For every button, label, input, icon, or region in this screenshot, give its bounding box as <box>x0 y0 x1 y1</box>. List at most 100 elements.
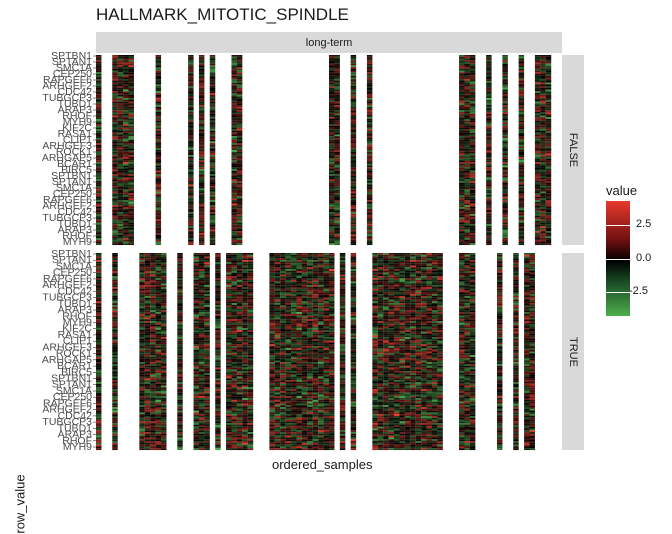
heatmap-cell <box>540 188 545 190</box>
heatmap-cell <box>96 448 101 450</box>
heatmap-cell <box>188 174 193 176</box>
heatmap-cell <box>194 260 199 262</box>
heatmap-cell <box>150 430 155 432</box>
heatmap-cell <box>123 217 128 219</box>
heatmap-cell <box>145 396 150 398</box>
heatmap-cell <box>269 348 274 350</box>
heatmap-cell <box>123 107 128 109</box>
heatmap-cell <box>275 301 280 303</box>
heatmap-cell <box>464 242 469 244</box>
heatmap-cell <box>280 407 285 409</box>
heatmap-cell <box>194 391 199 393</box>
heatmap-cell <box>161 378 166 380</box>
heatmap-cell <box>139 414 144 416</box>
heatmap-cell <box>242 360 247 362</box>
heatmap-cell <box>204 423 209 425</box>
heatmap-cell <box>156 216 161 218</box>
heatmap-cell <box>118 188 123 190</box>
heatmap-cell <box>269 407 274 409</box>
heatmap-cell <box>242 359 247 361</box>
heatmap-cell <box>367 204 372 206</box>
heatmap-cell <box>145 276 150 278</box>
heatmap-cell <box>139 412 144 414</box>
heatmap-cell <box>112 309 117 311</box>
heatmap-cell <box>334 112 339 114</box>
heatmap-cell <box>237 271 242 273</box>
heatmap-cell <box>123 204 128 206</box>
heatmap-cell <box>210 150 215 152</box>
heatmap-cell <box>334 236 339 238</box>
heatmap-cell <box>156 124 161 126</box>
heatmap-cell <box>269 352 274 354</box>
heatmap-cell <box>237 172 242 174</box>
heatmap-cell <box>519 138 524 140</box>
heatmap-cell <box>199 69 204 71</box>
heatmap-cell <box>535 84 540 86</box>
heatmap-cell <box>535 229 540 231</box>
heatmap-cell <box>199 115 204 117</box>
heatmap-cell <box>237 359 242 361</box>
heatmap-cell <box>188 136 193 138</box>
heatmap-cell <box>237 446 242 448</box>
heatmap-cell <box>470 205 475 207</box>
heatmap-cell <box>210 233 215 235</box>
heatmap-cell <box>226 430 231 432</box>
heatmap-cell <box>210 67 215 69</box>
heatmap-cell <box>161 432 166 434</box>
heatmap-cell <box>215 344 220 346</box>
heatmap-cell <box>156 105 161 107</box>
heatmap-cell <box>199 150 204 152</box>
heatmap-cell <box>161 430 166 432</box>
heatmap-cell <box>502 166 507 168</box>
heatmap-cell <box>204 330 209 332</box>
heatmap-cell <box>237 334 242 336</box>
heatmap-cell <box>194 316 199 318</box>
heatmap-cell <box>535 57 540 59</box>
heatmap-cell <box>199 394 204 396</box>
heatmap-cell <box>150 405 155 407</box>
heatmap-cell <box>334 205 339 207</box>
heatmap-cell <box>112 198 117 200</box>
heatmap-cell <box>96 443 101 445</box>
heatmap-cell <box>139 405 144 407</box>
heatmap-cell <box>519 236 524 238</box>
heatmap-cell <box>231 197 236 199</box>
heatmap-cell <box>486 141 491 143</box>
heatmap-cell <box>540 79 545 81</box>
heatmap-cell <box>231 223 236 225</box>
heatmap-cell <box>145 368 150 370</box>
heatmap-cell <box>156 119 161 121</box>
heatmap-cell <box>118 128 123 130</box>
heatmap-cell <box>199 350 204 352</box>
heatmap-cell <box>275 310 280 312</box>
heatmap-cell <box>242 262 247 264</box>
heatmap-cell <box>286 269 291 271</box>
heatmap-cell <box>96 387 101 389</box>
heatmap-cell <box>237 328 242 330</box>
heatmap-cell <box>470 60 475 62</box>
heatmap-cell <box>145 341 150 343</box>
heatmap-cell <box>231 205 236 207</box>
heatmap-column <box>194 253 199 450</box>
heatmap-cell <box>112 148 117 150</box>
heatmap-cell <box>199 136 204 138</box>
heatmap-cell <box>502 228 507 230</box>
heatmap-cell <box>231 278 236 280</box>
heatmap-cell <box>177 271 182 273</box>
heatmap-column <box>237 55 242 245</box>
heatmap-cell <box>334 131 339 133</box>
heatmap-cell <box>470 207 475 209</box>
heatmap-cell <box>280 346 285 348</box>
heatmap-cell <box>242 412 247 414</box>
heatmap-cell <box>275 325 280 327</box>
heatmap-cell <box>334 84 339 86</box>
heatmap-cell <box>546 122 551 124</box>
heatmap-cell <box>464 164 469 166</box>
heatmap-cell <box>351 98 356 100</box>
heatmap-cell <box>199 166 204 168</box>
heatmap-cell <box>540 242 545 244</box>
heatmap-cell <box>470 115 475 117</box>
heatmap-cell <box>334 197 339 199</box>
heatmap-cell <box>123 178 128 180</box>
heatmap-cell <box>367 159 372 161</box>
